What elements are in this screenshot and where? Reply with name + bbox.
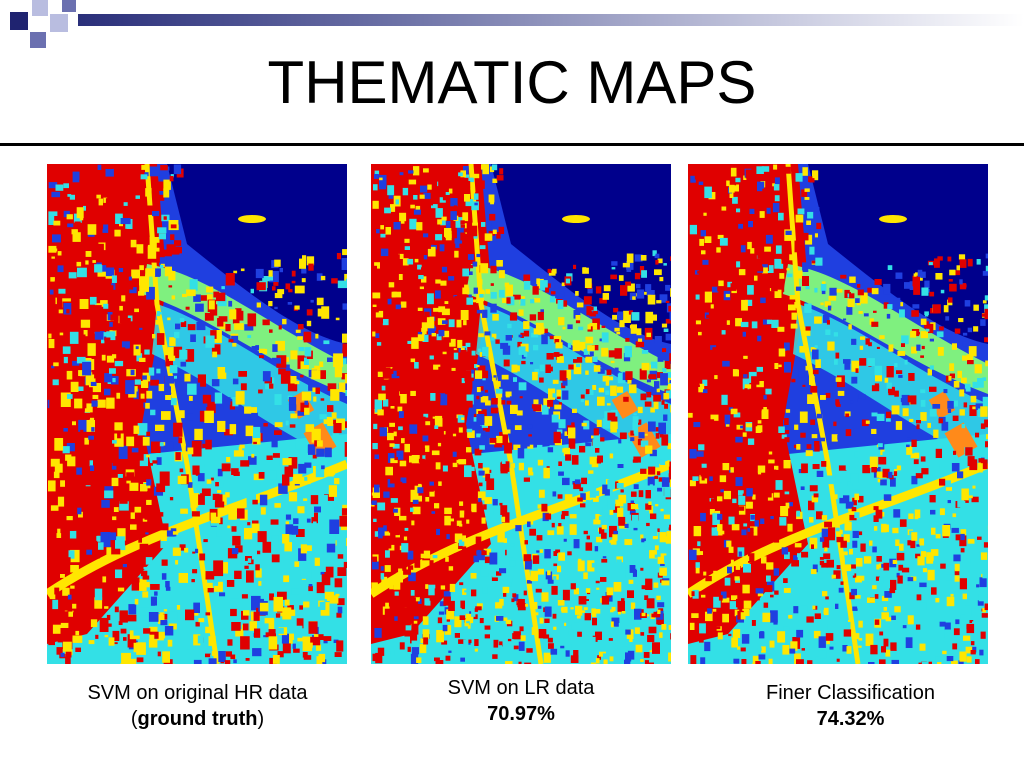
slide-title: THEMATIC MAPS — [267, 49, 757, 116]
deco-square — [10, 12, 28, 30]
classification-map-image — [47, 164, 347, 664]
thematic-map-finer — [688, 164, 988, 664]
caption-finer-bold: 74.32% — [816, 708, 885, 730]
deco-square — [62, 0, 76, 12]
caption-lr-line1: SVM on LR data — [447, 677, 595, 699]
caption-hr-bold: ground truth — [137, 708, 258, 730]
caption-finer: Finer Classification 74.32% — [688, 680, 1013, 732]
classification-map-image — [371, 164, 671, 664]
caption-hr-open: ( — [130, 708, 138, 730]
deco-square — [50, 14, 68, 32]
caption-lr-accuracy: 70.97% — [371, 701, 671, 727]
deco-square — [32, 0, 48, 16]
caption-hr-line1: SVM on original HR data — [87, 682, 308, 704]
caption-lr-bold: 70.97% — [487, 703, 555, 725]
thematic-map-lr — [371, 164, 671, 664]
header-gradient-bar — [78, 14, 1024, 26]
thematic-map-hr — [47, 164, 347, 664]
deco-square — [30, 32, 46, 48]
caption-hr: SVM on original HR data (ground truth) — [40, 680, 355, 732]
caption-finer-accuracy: 74.32% — [688, 706, 1013, 732]
caption-hr-close: ) — [257, 708, 265, 730]
title-divider — [0, 143, 1024, 146]
caption-finer-line1: Finer Classification — [766, 682, 935, 704]
caption-hr-line2: (ground truth) — [40, 706, 355, 732]
caption-lr: SVM on LR data 70.97% — [371, 675, 671, 727]
classification-map-image — [688, 164, 988, 664]
